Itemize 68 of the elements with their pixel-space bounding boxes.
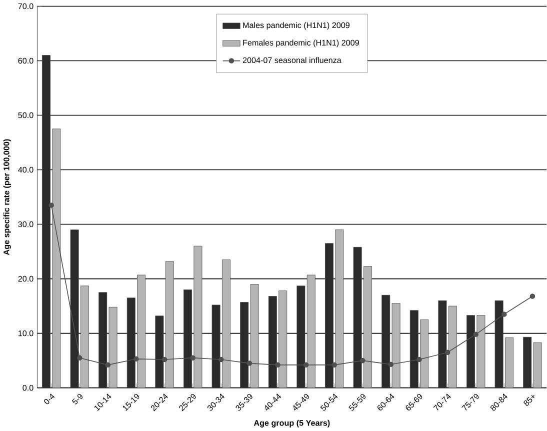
bar: [448, 306, 457, 388]
bar: [533, 342, 542, 388]
bar: [268, 296, 277, 388]
y-tick-label: 60.0: [18, 58, 34, 64]
bar: [438, 300, 447, 388]
x-tick-label: 85+: [524, 395, 534, 406]
y-tick-label: 30.0: [18, 222, 34, 228]
bar: [194, 246, 202, 388]
y-axis-title: Age specific rate (per 100,000): [3, 139, 11, 256]
point: [105, 362, 111, 368]
bar: [364, 266, 372, 388]
point: [530, 294, 536, 299]
bar: [278, 290, 288, 388]
point: [190, 355, 196, 361]
bar: [476, 315, 486, 388]
bar: [80, 286, 89, 388]
bar: [466, 315, 475, 388]
point: [275, 362, 280, 368]
bar: [184, 290, 192, 388]
bar: [325, 243, 334, 388]
point: [502, 312, 507, 317]
bar: [392, 303, 400, 388]
bar: [335, 230, 344, 388]
point: [416, 356, 422, 362]
point: [77, 355, 82, 361]
bar: [98, 292, 108, 388]
point: [218, 356, 224, 362]
bar: [382, 295, 390, 388]
point: [134, 356, 139, 362]
y-tick-label: 40.0: [18, 167, 34, 173]
legend-label: Males pandemic (H1N1) 2009: [243, 22, 350, 30]
y-tick-label: 10.0: [18, 330, 34, 336]
bar: [42, 55, 50, 388]
bar: [523, 337, 532, 388]
bar: [494, 300, 504, 388]
bar: [126, 298, 136, 388]
y-tick-label: 70.0: [18, 3, 34, 10]
bar: [155, 316, 164, 388]
y-tick-label: 20.0: [18, 276, 34, 282]
y-tick-label: 0.0: [22, 385, 34, 391]
point: [162, 356, 168, 362]
point: [473, 332, 478, 338]
bar: [306, 274, 316, 388]
point: [360, 358, 366, 364]
bar: [505, 338, 514, 388]
point: [303, 362, 309, 368]
point: [388, 362, 394, 368]
bar: [240, 302, 249, 388]
bar: [420, 320, 429, 388]
x-tick-label: 5-9: [72, 394, 83, 404]
bar: [296, 286, 306, 388]
bar: [212, 304, 220, 388]
legend-label: 2004-07 seasonal influenza: [242, 57, 342, 64]
bar: [222, 260, 230, 388]
point: [48, 202, 54, 208]
bar: [410, 310, 418, 388]
bar: [52, 128, 61, 388]
bar: [353, 247, 362, 388]
x-tick-label: 0-4: [44, 394, 55, 404]
x-axis-title: Age group (5 Years): [254, 420, 330, 428]
bar: [165, 261, 174, 388]
y-tick-label: 50.0: [18, 112, 34, 118]
legend-label: Females pandemic (H1N1) 2009: [243, 40, 359, 48]
point: [332, 362, 337, 368]
point: [444, 350, 450, 356]
bar: [137, 274, 146, 388]
bar: [250, 284, 259, 388]
point: [246, 360, 252, 366]
